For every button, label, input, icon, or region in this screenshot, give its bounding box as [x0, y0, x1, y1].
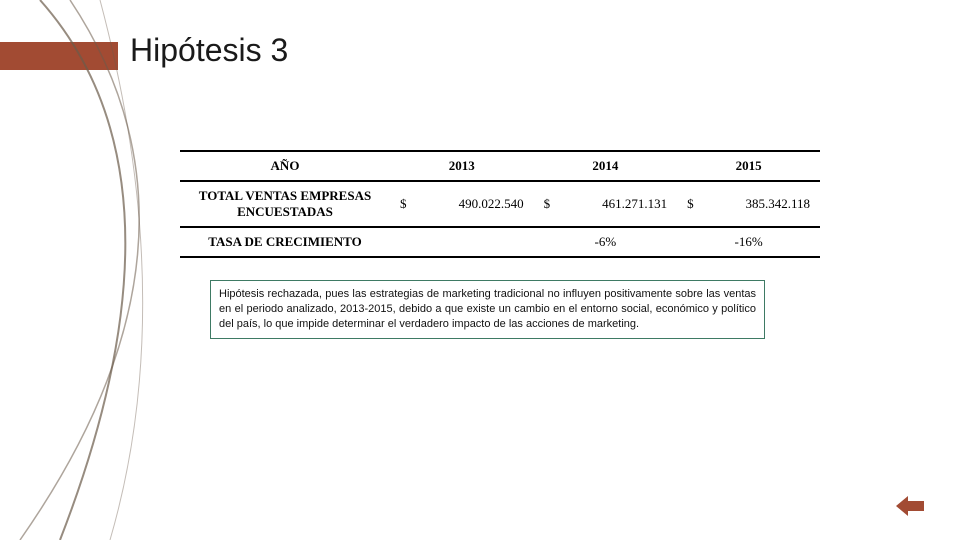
decorative-curves: [0, 0, 320, 540]
cell: -6%: [534, 227, 678, 257]
row-label: TOTAL VENTAS EMPRESAS ENCUESTADAS: [180, 181, 390, 227]
row-label: TASA DE CRECIMIENTO: [180, 227, 390, 257]
cell: $ 461.271.131: [534, 181, 678, 227]
table-row: TASA DE CRECIMIENTO -6% -16%: [180, 227, 820, 257]
cell: $ 490.022.540: [390, 181, 534, 227]
cell: [390, 227, 534, 257]
page-title: Hipótesis 3: [130, 32, 288, 69]
table-body: TOTAL VENTAS EMPRESAS ENCUESTADAS $ 490.…: [180, 181, 820, 257]
header-label: AÑO: [180, 151, 390, 181]
accent-bar: [0, 42, 118, 70]
data-table-container: AÑO 2013 2014 2015 TOTAL VENTAS EMPRESAS…: [180, 150, 820, 258]
header-year-0: 2013: [390, 151, 534, 181]
header-year-2: 2015: [677, 151, 820, 181]
back-arrow-icon[interactable]: [896, 496, 924, 516]
table-row: TOTAL VENTAS EMPRESAS ENCUESTADAS $ 490.…: [180, 181, 820, 227]
cell: $ 385.342.118: [677, 181, 820, 227]
header-year-1: 2014: [534, 151, 678, 181]
note-box: Hipótesis rechazada, pues las estrategia…: [210, 280, 765, 339]
data-table: AÑO 2013 2014 2015 TOTAL VENTAS EMPRESAS…: [180, 150, 820, 258]
cell: -16%: [677, 227, 820, 257]
